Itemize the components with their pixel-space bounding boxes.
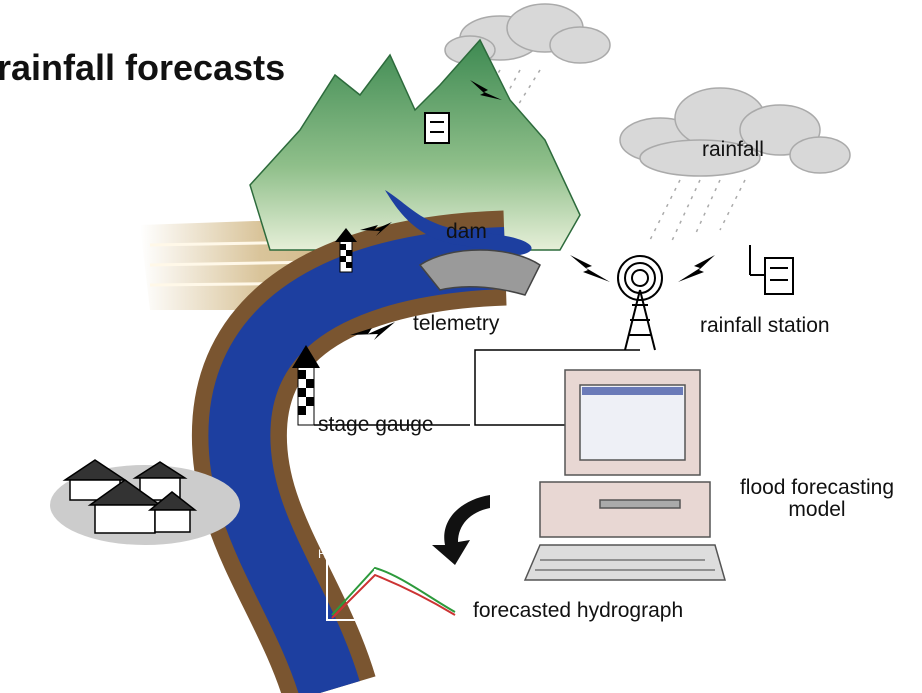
- axis-label: H: [318, 547, 327, 561]
- axis-label: t: [452, 625, 457, 641]
- label: rainfall station: [700, 314, 830, 337]
- tower: [618, 256, 662, 350]
- label: model: [788, 498, 845, 521]
- cloud: [620, 88, 850, 176]
- computer: [525, 370, 725, 580]
- label: dam: [446, 220, 487, 243]
- arrow: [432, 495, 490, 565]
- label: telemetry: [413, 312, 500, 335]
- label: flood forecasting: [740, 476, 894, 499]
- label: forecasted hydrograph: [473, 599, 683, 622]
- title: rainfall forecasts: [0, 47, 285, 88]
- diagram: rainfall forecasts rainfall dam telemetr…: [0, 0, 922, 693]
- label: rainfall: [702, 138, 764, 161]
- label: stage gauge: [318, 413, 434, 436]
